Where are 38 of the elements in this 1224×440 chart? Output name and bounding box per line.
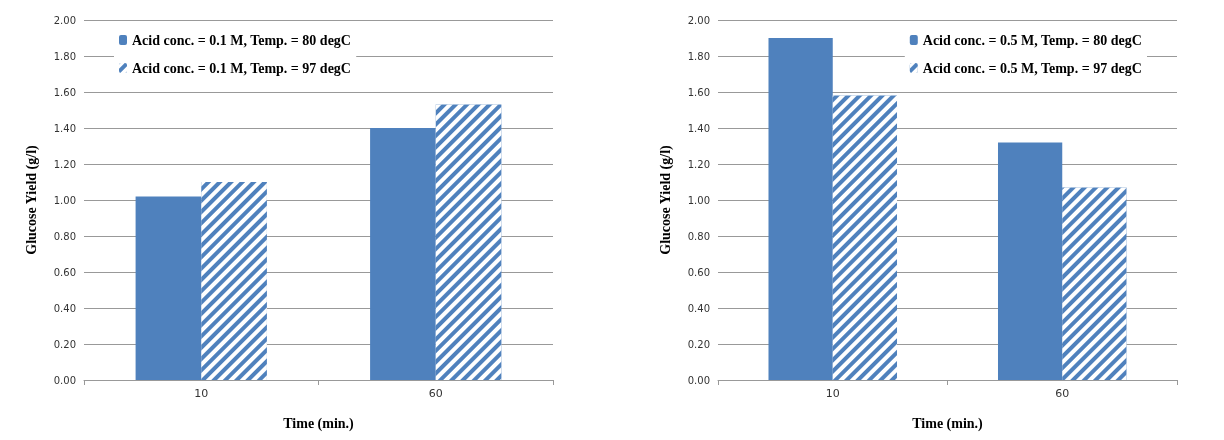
- x-axis-title: Time (min.): [912, 415, 984, 432]
- y-tick-label: 1.40: [53, 122, 76, 134]
- y-tick-label: 1.60: [53, 86, 76, 98]
- y-tick-label: 0.80: [687, 230, 710, 242]
- y-tick-label: 1.80: [53, 50, 76, 62]
- y-tick-label: 1.20: [53, 158, 76, 170]
- bar: [370, 128, 436, 380]
- y-tick-label: 0.00: [687, 374, 710, 386]
- y-tick-label: 0.40: [687, 302, 710, 314]
- y-axis-title: Glucose Yield (g/l): [23, 144, 40, 255]
- y-tick-label: 1.40: [687, 122, 710, 134]
- y-tick-label: 0.60: [687, 266, 710, 278]
- x-tick-label: 10: [194, 387, 209, 400]
- x-tick-label: 60: [428, 387, 443, 400]
- y-tick-label: 1.00: [53, 194, 76, 206]
- y-tick-label: 1.00: [687, 194, 710, 206]
- legend-label: Acid conc. = 0.1 M, Temp. = 80 degC: [132, 32, 351, 48]
- y-tick-label: 0.00: [53, 374, 76, 386]
- x-axis-title: Time (min.): [283, 415, 355, 432]
- bar: [768, 38, 833, 380]
- y-tick-label: 2.00: [687, 14, 710, 26]
- x-tick-label: 60: [1055, 387, 1070, 400]
- bar: [135, 196, 202, 380]
- y-tick-label: 0.40: [53, 302, 76, 314]
- legend-label: Acid conc. = 0.1 M, Temp. = 97 degC: [132, 60, 351, 76]
- legend-label: Acid conc. = 0.5 M, Temp. = 97 degC: [922, 60, 1142, 76]
- y-tick-label: 0.20: [687, 338, 710, 350]
- y-tick-label: 0.80: [53, 230, 76, 242]
- legend-label: Acid conc. = 0.5 M, Temp. = 80 degC: [922, 32, 1142, 48]
- y-tick-label: 2.00: [53, 14, 76, 26]
- bar: [997, 142, 1063, 380]
- y-tick-label: 1.20: [687, 158, 710, 170]
- y-tick-label: 1.60: [687, 86, 710, 98]
- y-tick-label: 0.20: [53, 338, 76, 350]
- y-tick-label: 0.60: [53, 266, 76, 278]
- y-axis-title: Glucose Yield (g/l): [657, 144, 674, 255]
- y-tick-label: 1.80: [687, 50, 710, 62]
- x-tick-label: 10: [825, 387, 840, 400]
